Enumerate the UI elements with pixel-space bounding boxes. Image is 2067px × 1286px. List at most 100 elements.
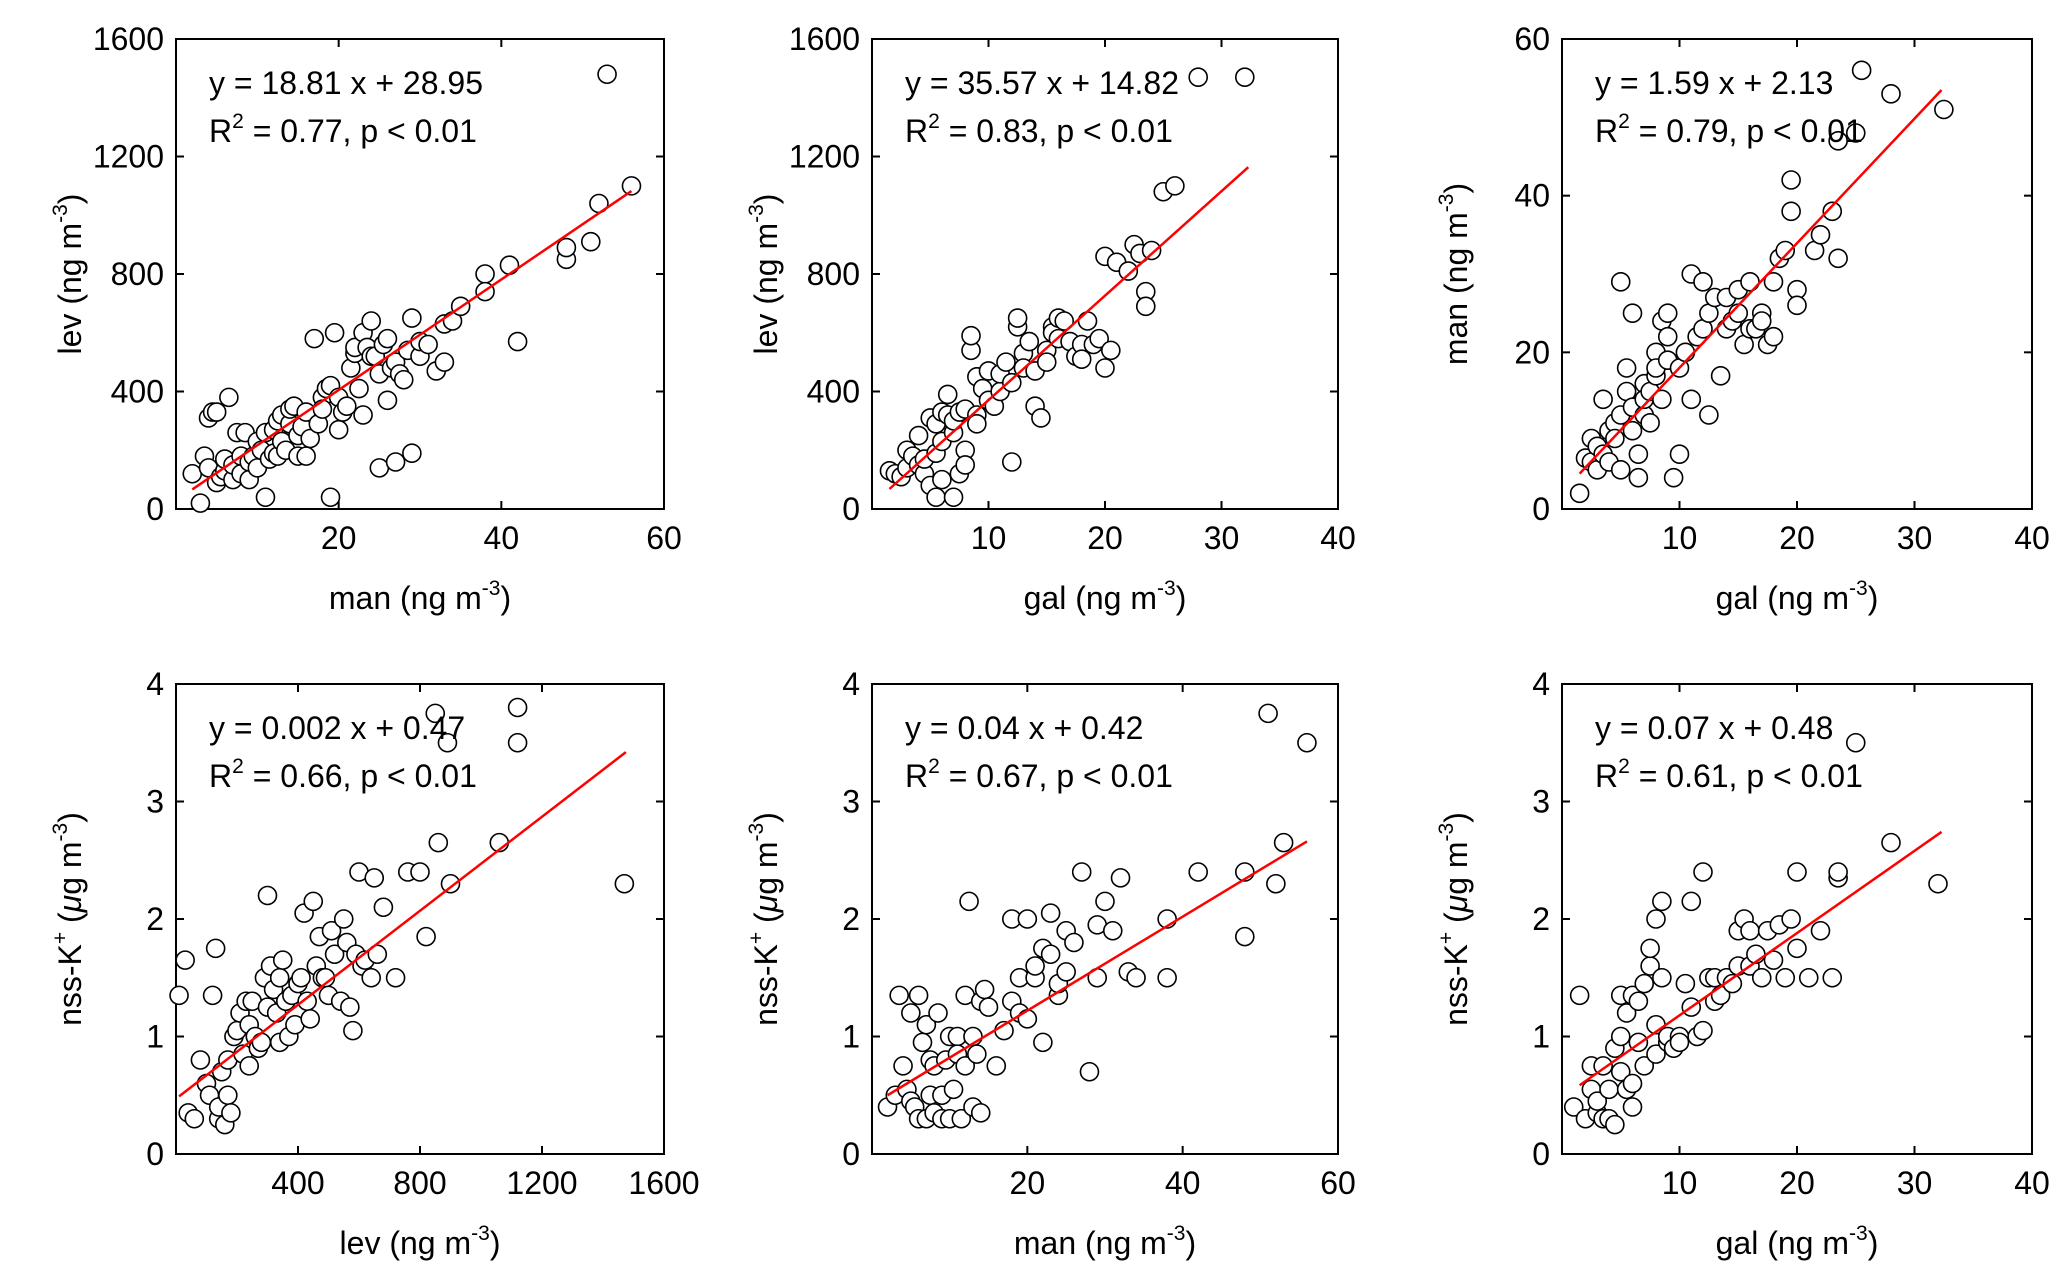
data-point — [202, 985, 223, 1006]
y-label-main: lev (ng m — [52, 223, 88, 355]
r-squared-superscript: 2 — [1618, 110, 1630, 133]
data-point — [1775, 967, 1796, 988]
equation-text: y = 18.81 x + 28.95 — [209, 65, 483, 101]
data-point — [1135, 296, 1156, 317]
y-label-superscript: + — [745, 932, 768, 944]
data-point — [437, 732, 458, 753]
data-point — [1610, 1026, 1631, 1047]
data-point — [300, 1009, 321, 1029]
x-axis-label: man (ng m-3) — [1014, 1222, 1196, 1261]
y-tick-label: 0 — [146, 491, 164, 527]
data-point — [1628, 991, 1649, 1012]
data-point — [1787, 938, 1807, 959]
data-point — [182, 463, 203, 484]
data-point — [257, 885, 278, 906]
data-point — [1001, 452, 1022, 472]
data-point — [1071, 862, 1092, 882]
data-point — [1001, 372, 1022, 393]
data-point — [1822, 967, 1843, 988]
data-point — [1079, 1061, 1100, 1082]
data-point — [377, 328, 398, 349]
equation-text: y = 1.59 x + 2.13 — [1595, 65, 1833, 101]
data-point — [1798, 967, 1819, 988]
data-point — [556, 237, 577, 258]
y-tick-label: 2 — [1532, 901, 1550, 937]
equation-text: y = 35.57 x + 14.82 — [905, 65, 1179, 101]
data-point — [1775, 240, 1796, 261]
regression-line — [1578, 89, 1943, 475]
regression-equation: y = 18.81 x + 28.95 — [209, 65, 483, 101]
data-point — [1036, 352, 1057, 372]
data-point — [1652, 891, 1672, 912]
data-point — [416, 926, 436, 947]
y-axis-label: nss-K+ (μg m-3) — [49, 812, 88, 1026]
data-point — [1822, 201, 1843, 222]
data-point — [324, 944, 345, 965]
x-label-end: ) — [1185, 1225, 1196, 1261]
x-tick-label: 20 — [1779, 1165, 1815, 1201]
data-point — [1095, 358, 1115, 378]
data-point — [300, 428, 321, 449]
data-point — [340, 997, 360, 1017]
data-point — [1064, 932, 1084, 953]
data-point — [328, 419, 349, 440]
data-point — [1019, 331, 1040, 352]
x-axis-label: gal (ng m-3) — [1024, 577, 1187, 616]
data-point — [1669, 1032, 1690, 1053]
r-squared-superscript: 2 — [928, 755, 940, 778]
x-axis-label: man (ng m-3) — [329, 577, 511, 616]
data-point — [507, 732, 528, 753]
data-point — [1640, 413, 1660, 433]
x-label-superscript: -3 — [482, 577, 501, 600]
panel-3: 0 20 40 60 10 20 30 40 y = 1.59 x + 2.13 R2 = 0.7… — [1435, 21, 2050, 616]
r-squared-superscript: 2 — [232, 110, 244, 133]
x-label-main: man (ng m — [1014, 1225, 1167, 1261]
x-tick-label: 10 — [1662, 1165, 1698, 1201]
x-tick-label: 20 — [321, 520, 357, 556]
y-tick-label: 4 — [842, 666, 860, 702]
data-point — [333, 909, 354, 929]
y-tick-label: 2 — [146, 901, 164, 937]
y-tick-label: 1600 — [93, 21, 164, 57]
data-point — [385, 967, 406, 988]
data-point — [1235, 926, 1255, 947]
y-axis-label: man (ng m-3) — [1435, 183, 1474, 365]
data-point — [1033, 1032, 1053, 1053]
data-point — [1763, 326, 1784, 347]
data-point — [1928, 873, 1948, 894]
x-label-main: gal (ng m — [1024, 580, 1157, 616]
y-axis-label: lev (ng m-3) — [745, 194, 784, 355]
y-label-mid: ( — [52, 912, 88, 932]
regression-equation: y = 0.04 x + 0.42 — [905, 710, 1143, 746]
data-point — [364, 868, 385, 888]
x-tick-label: 40 — [484, 520, 520, 556]
data-point — [996, 352, 1016, 372]
data-point — [937, 384, 958, 405]
y-label-superscript: -3 — [49, 204, 72, 223]
data-point — [621, 176, 642, 196]
data-point — [218, 1085, 238, 1106]
x-axis-label: lev (ng m-3) — [340, 1222, 501, 1261]
x-label-superscript: -3 — [1849, 1222, 1868, 1245]
data-point — [1787, 295, 1807, 316]
data-point — [1025, 956, 1045, 976]
data-point — [1622, 1097, 1643, 1117]
data-point — [269, 967, 290, 988]
data-point — [1017, 1009, 1038, 1029]
data-point — [377, 390, 398, 411]
data-point — [1056, 962, 1076, 982]
y-label-unit: g m — [748, 841, 784, 894]
data-point — [251, 1032, 272, 1053]
y-tick-label: 400 — [807, 374, 860, 410]
data-point — [955, 1056, 976, 1076]
y-label-end: ) — [52, 194, 88, 205]
x-tick-label: 60 — [1320, 1165, 1356, 1201]
data-point — [434, 352, 455, 372]
data-point — [1781, 201, 1801, 222]
y-label-superscript: -3 — [1435, 194, 1458, 213]
y-tick-label: 1600 — [789, 21, 860, 57]
y-label-main: lev (ng m — [748, 223, 784, 355]
data-point — [324, 322, 345, 343]
data-point — [1610, 460, 1631, 480]
regression-stats: R2 = 0.77, p < 0.01 — [209, 110, 477, 149]
